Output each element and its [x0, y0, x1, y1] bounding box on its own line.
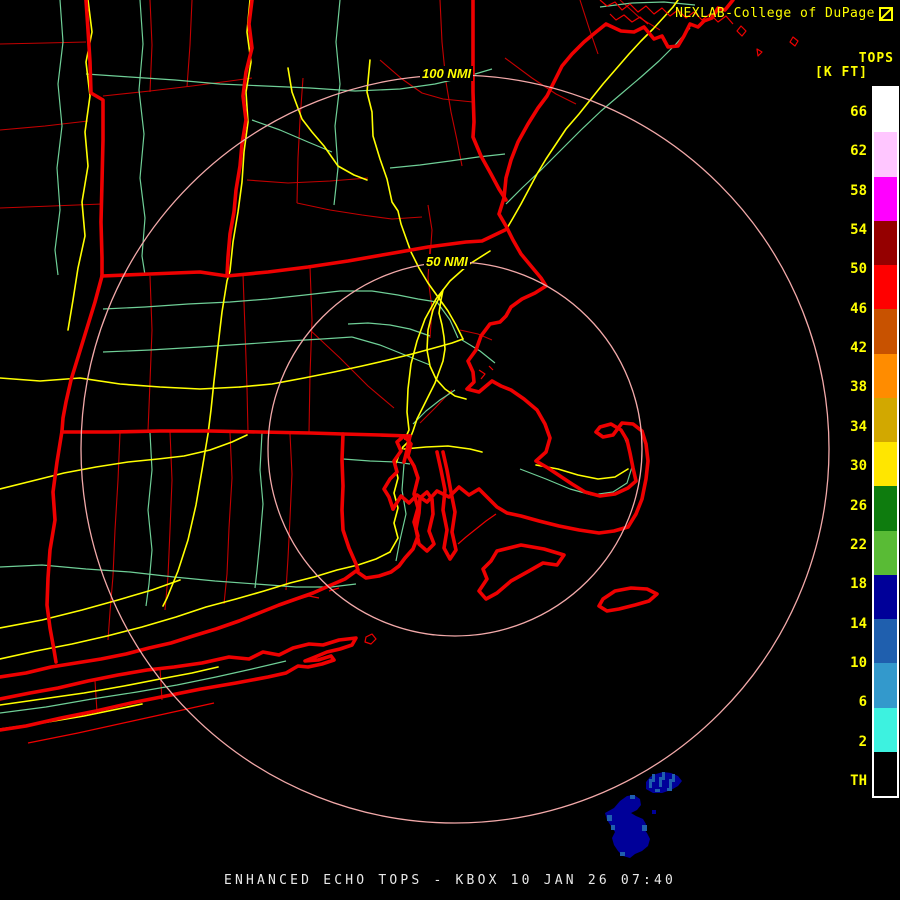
echo-blob-southwest-cell — [642, 825, 647, 831]
echo-blob-northeast-cell — [652, 774, 655, 782]
legend-tick-label: 58 — [850, 182, 867, 199]
legend-tick-label: 62 — [850, 143, 867, 160]
echo-blob-southwest-cell — [652, 810, 656, 814]
echo-blob-southwest-cell — [620, 852, 625, 856]
echo-blob-northeast-cell — [667, 788, 672, 791]
legend-tick-label: 30 — [850, 458, 867, 475]
echo-blob-southwest-cell — [607, 815, 612, 821]
attribution-text: NEXLAB-College of DuPage — [675, 6, 875, 21]
legend-segment — [874, 309, 897, 354]
legend-segment — [874, 619, 897, 664]
legend-tick-label: 42 — [850, 340, 867, 357]
legend-tick-label: 50 — [850, 261, 867, 278]
legend-tick-label: 6 — [858, 694, 867, 711]
legend-segment — [874, 751, 897, 796]
legend-segment — [874, 353, 897, 398]
legend-tick-label: 22 — [850, 536, 867, 553]
echo-blob-southwest-cell — [630, 795, 635, 799]
legend-tick-label: 66 — [850, 104, 867, 120]
legend-segment — [874, 397, 897, 442]
legend-units: [K FT] — [815, 65, 868, 80]
legend-title: TOPS — [858, 51, 894, 66]
echo-blob-northeast-cell — [672, 774, 675, 782]
cod-logo-icon — [879, 6, 893, 21]
legend-segment — [874, 265, 897, 310]
range-ring-50nmi — [267, 261, 643, 637]
range-rings-layer — [80, 74, 830, 824]
legend-segment — [874, 220, 897, 265]
echo-blob-northeast-cell — [659, 777, 662, 787]
radar-echo-layer — [605, 772, 682, 858]
range-ring-100nmi — [80, 74, 830, 824]
legend-segment — [874, 486, 897, 531]
range-ring-label-50nmi: 50 NMI — [424, 254, 470, 269]
legend-tick-label: 38 — [850, 379, 867, 396]
legend-tick-label: TH — [850, 772, 867, 789]
legend-segment — [874, 574, 897, 619]
echo-blob-northeast-cell — [649, 779, 652, 788]
legend-tick-label: 26 — [850, 497, 867, 514]
legend-segment — [874, 176, 897, 221]
legend-segment — [874, 88, 897, 133]
echo-blob-southwest-cell — [611, 825, 615, 830]
legend-segment — [874, 442, 897, 487]
legend-tick-label: 54 — [850, 222, 867, 239]
legend-tick-label: 14 — [850, 615, 867, 632]
legend-segment — [874, 132, 897, 177]
legend-colorbar — [872, 86, 899, 798]
legend-segment — [874, 707, 897, 752]
echo-blob-southwest — [605, 795, 650, 858]
echo-blob-northeast-cell — [662, 772, 665, 780]
legend-segment — [874, 663, 897, 708]
range-ring-label-100nmi: 100 NMI — [420, 66, 474, 81]
product-title: ENHANCED ECHO TOPS - KBOX 10 JAN 26 07:4… — [223, 873, 677, 888]
legend-tick-label: 18 — [850, 576, 867, 593]
legend-tick-label: 34 — [850, 418, 867, 435]
echo-blob-northeast-cell — [655, 789, 660, 792]
map-layer-coastline-borders — [0, 0, 799, 744]
echo-blob-northeast-cell — [669, 779, 672, 788]
legend-tick-label: 46 — [850, 300, 867, 317]
legend-tick-label: 2 — [858, 733, 867, 750]
legend-tick-label: 10 — [850, 654, 867, 671]
legend-segment — [874, 530, 897, 575]
attribution: NEXLAB-College of DuPage — [675, 6, 893, 21]
